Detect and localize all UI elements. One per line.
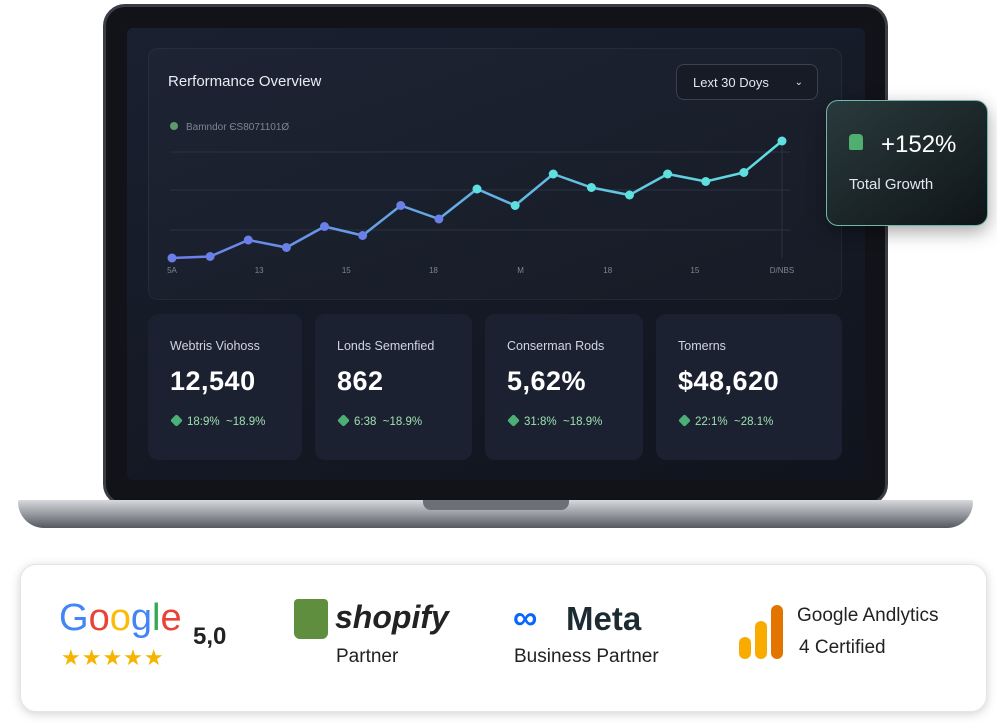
x-label: 13 [255, 266, 264, 275]
metric-value: $48,620 [678, 366, 780, 396]
metric-value: 862 [337, 366, 384, 396]
point [358, 231, 368, 240]
change: 18:9% [187, 416, 220, 428]
point [625, 190, 634, 200]
metric-value: 12,540 [170, 366, 256, 396]
point [205, 252, 215, 261]
x-label: 5A [167, 266, 177, 275]
change-icon [678, 414, 691, 427]
legend: Bamndor ЄS8071101Ø [170, 122, 289, 133]
point [167, 253, 177, 263]
google-logo: Google [59, 597, 182, 639]
change: 6:38 [354, 416, 377, 428]
metric-change: 22:1% ~28.1% [678, 414, 774, 428]
metric-value: 5,62% [507, 366, 587, 396]
point [472, 184, 482, 194]
metric-label: Conserman Rods [507, 339, 605, 353]
meta-icon: ∞ [513, 599, 538, 637]
metric-change: 18:9% ~18.9% [170, 414, 266, 428]
change-icon [170, 414, 183, 427]
ga-bar [739, 637, 751, 659]
line-chart: 5A 13 15 18 M 18 15 D/NBS [167, 136, 794, 275]
google-rating: 5,0 [193, 623, 227, 650]
ga-title: Google Andlytics [797, 605, 939, 626]
shopify-logo: shopify [335, 599, 449, 635]
point [396, 201, 406, 210]
x-label: 15 [690, 266, 699, 275]
metric-card: Conserman Rods 5,62% 31:8% ~18.9% [485, 314, 643, 460]
dashboard-title: Rerformance Overview [168, 73, 322, 90]
change-secondary: ~18.9% [563, 416, 603, 428]
point [586, 183, 596, 192]
point [739, 168, 749, 177]
shopify-detail: Partner [336, 646, 399, 667]
x-label: 15 [342, 266, 351, 275]
chevron: ⌄ [794, 77, 803, 88]
change-secondary: ~18.9% [226, 416, 266, 428]
range-select[interactable]: Lext 30 Doys ⌄ [676, 64, 818, 100]
change: 31:8% [524, 416, 557, 428]
point [281, 243, 291, 252]
badge-bar: Google 5,0 ★★★★★ shopify Partner ∞ Meta … [20, 564, 987, 712]
x-label: 18 [603, 266, 612, 275]
growth-icon [849, 134, 863, 150]
line [171, 140, 783, 260]
shopify-bag [294, 599, 328, 639]
point [663, 169, 673, 179]
growth-label: Total Growth [849, 176, 934, 193]
x-label: D/NBS [770, 266, 794, 275]
point [320, 222, 329, 231]
metric-label: Tomerns [678, 339, 726, 353]
point [434, 214, 444, 224]
metric-card: Londs Semenfied 862 6:38 ~18.9% [315, 314, 472, 460]
change-icon [507, 414, 520, 427]
point [548, 169, 558, 179]
change: 22:1% [695, 416, 728, 428]
growth-card: +152% Total Growth [826, 100, 988, 226]
metric-label: Webtris Viohoss [170, 339, 260, 353]
metric-card: Webtris Viohoss 12,540 18:9% ~18.9% [148, 314, 302, 460]
change-secondary: ~18.9% [382, 416, 423, 428]
ga-detail: 4 Certified [799, 637, 886, 658]
ga-bar [755, 621, 767, 659]
point [777, 136, 787, 146]
metric-change: 31:8% ~18.9% [507, 414, 603, 428]
meta-logo: Meta [566, 600, 642, 637]
metric-label: Londs Semenfied [337, 339, 435, 353]
range-label: Lext 30 Doys [693, 75, 769, 90]
point [243, 235, 253, 245]
x-label: 18 [429, 266, 438, 275]
legend-dot [170, 122, 178, 130]
laptop-notch [423, 500, 569, 510]
stars: ★★★★★ [61, 645, 165, 670]
ga-bar [771, 605, 783, 659]
metric-card: Tomerns $48,620 22:1% ~28.1% [656, 314, 842, 460]
change-icon [337, 414, 350, 427]
x-label: M [517, 266, 524, 275]
legend-label: Bamndor ЄS8071101Ø [186, 122, 290, 133]
point [510, 201, 520, 210]
metric-change: 6:38 ~18.9% [337, 414, 423, 428]
growth-value: +152% [881, 131, 957, 158]
change-secondary: ~28.1% [734, 416, 774, 428]
meta-detail: Business Partner [514, 646, 659, 667]
point [701, 177, 711, 186]
